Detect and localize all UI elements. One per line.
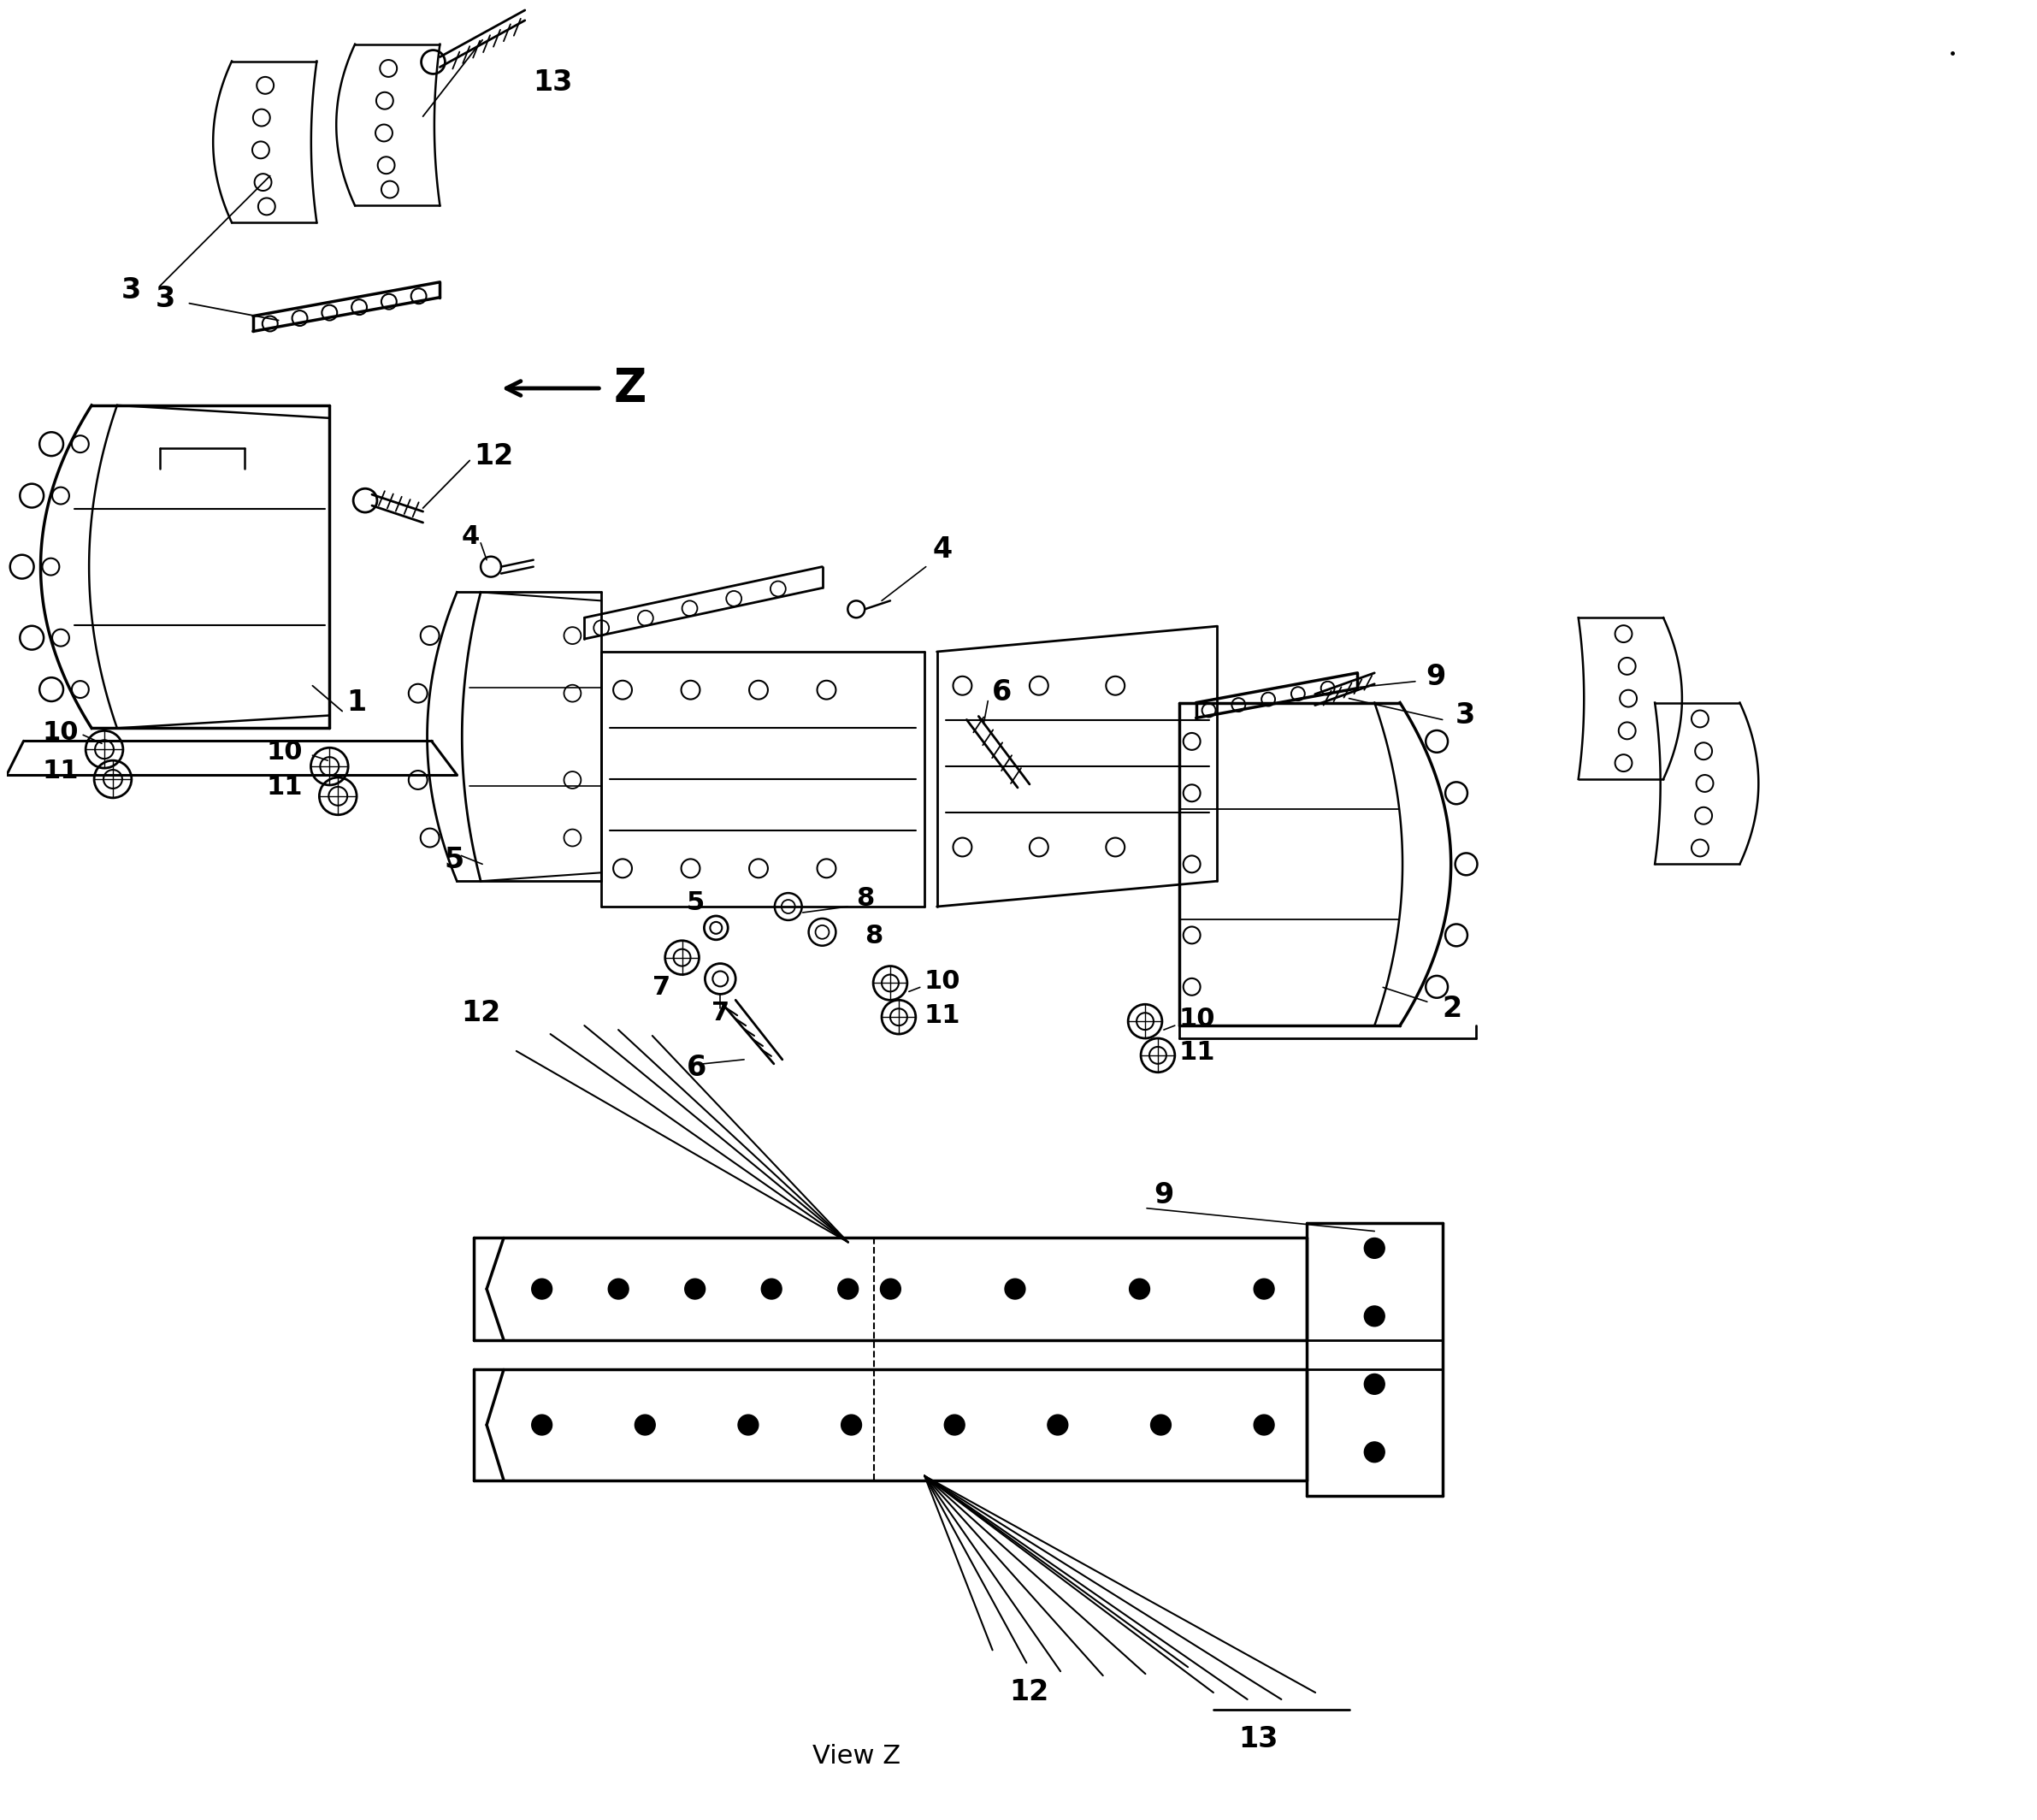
Text: 11: 11 — [43, 759, 79, 783]
Text: 13: 13 — [1238, 1725, 1279, 1753]
Circle shape — [945, 1414, 966, 1436]
Text: 10: 10 — [43, 721, 79, 744]
Text: 3: 3 — [122, 277, 141, 304]
Circle shape — [532, 1414, 552, 1436]
Text: 11: 11 — [1179, 1041, 1216, 1065]
Text: 5: 5 — [686, 890, 705, 915]
Text: 12: 12 — [460, 999, 501, 1026]
Text: 11: 11 — [267, 775, 304, 801]
Text: 11: 11 — [925, 1003, 961, 1028]
Circle shape — [684, 1279, 705, 1299]
Circle shape — [636, 1414, 656, 1436]
Circle shape — [880, 1279, 900, 1299]
Circle shape — [837, 1279, 858, 1299]
Text: 4: 4 — [933, 535, 953, 564]
Circle shape — [1255, 1414, 1275, 1436]
Text: 12: 12 — [475, 442, 513, 470]
Circle shape — [1151, 1414, 1171, 1436]
Text: 13: 13 — [534, 69, 572, 96]
Text: 10: 10 — [925, 968, 961, 994]
Text: 8: 8 — [866, 925, 882, 948]
Text: 10: 10 — [267, 739, 304, 764]
Circle shape — [1365, 1374, 1385, 1394]
Circle shape — [609, 1279, 629, 1299]
Circle shape — [841, 1414, 862, 1436]
Text: 3: 3 — [1454, 701, 1475, 730]
Text: 9: 9 — [1153, 1181, 1173, 1210]
Circle shape — [1365, 1441, 1385, 1461]
Circle shape — [762, 1279, 782, 1299]
Text: 4: 4 — [460, 524, 479, 550]
Text: 2: 2 — [1442, 994, 1463, 1023]
Circle shape — [1365, 1238, 1385, 1258]
Text: 7: 7 — [652, 976, 670, 999]
Circle shape — [1047, 1414, 1067, 1436]
Text: 7: 7 — [711, 1001, 729, 1025]
Circle shape — [1365, 1307, 1385, 1327]
Circle shape — [1004, 1279, 1025, 1299]
Text: 6: 6 — [992, 679, 1012, 706]
Circle shape — [737, 1414, 758, 1436]
Text: 8: 8 — [856, 886, 874, 910]
Text: 10: 10 — [1179, 1006, 1216, 1032]
Text: 3: 3 — [155, 286, 175, 313]
Text: 12: 12 — [1010, 1678, 1049, 1707]
Circle shape — [1128, 1279, 1149, 1299]
Text: 1: 1 — [346, 688, 367, 717]
Text: 9: 9 — [1426, 662, 1446, 692]
Circle shape — [532, 1279, 552, 1299]
Text: Z: Z — [613, 366, 648, 411]
Text: View Z: View Z — [813, 1744, 900, 1769]
Text: 6: 6 — [686, 1054, 707, 1083]
Text: 5: 5 — [444, 846, 464, 874]
Circle shape — [1255, 1279, 1275, 1299]
